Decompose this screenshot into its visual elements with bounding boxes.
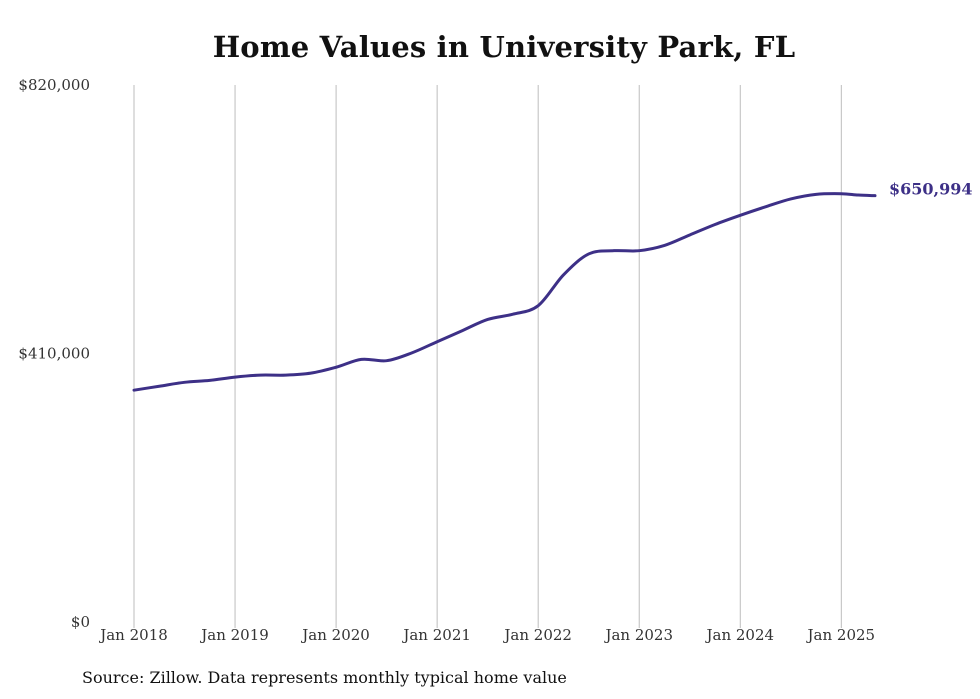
- y-tick-label: $0: [71, 613, 90, 631]
- x-tick-label: Jan 2021: [401, 626, 471, 644]
- x-axis-ticks: Jan 2018 Jan 2019 Jan 2020 Jan 2021 Jan 2022…: [98, 622, 875, 644]
- y-tick-label: $820,000: [18, 76, 90, 94]
- chart-title: Home Values in University Park, FL: [212, 30, 796, 64]
- series-line: [132, 192, 877, 392]
- data-labels: $650,994: [889, 180, 973, 199]
- x-tick-label: Jan 2024: [704, 626, 774, 644]
- source-note: Source: Zillow. Data represents monthly …: [82, 668, 567, 687]
- series-layer: [132, 192, 877, 392]
- end-value-label: $650,994: [889, 180, 973, 199]
- x-tick-label: Jan 2025: [806, 626, 876, 644]
- x-tick-label: Jan 2019: [199, 626, 269, 644]
- gridlines: [133, 85, 842, 622]
- x-tick-label: Jan 2022: [502, 626, 572, 644]
- y-tick-label: $410,000: [18, 345, 90, 363]
- y-axis-ticks: $0 $410,000 $820,000: [18, 76, 90, 631]
- x-tick-label: Jan 2018: [98, 626, 168, 644]
- x-tick-label: Jan 2020: [300, 626, 370, 644]
- x-tick-label: Jan 2023: [603, 626, 673, 644]
